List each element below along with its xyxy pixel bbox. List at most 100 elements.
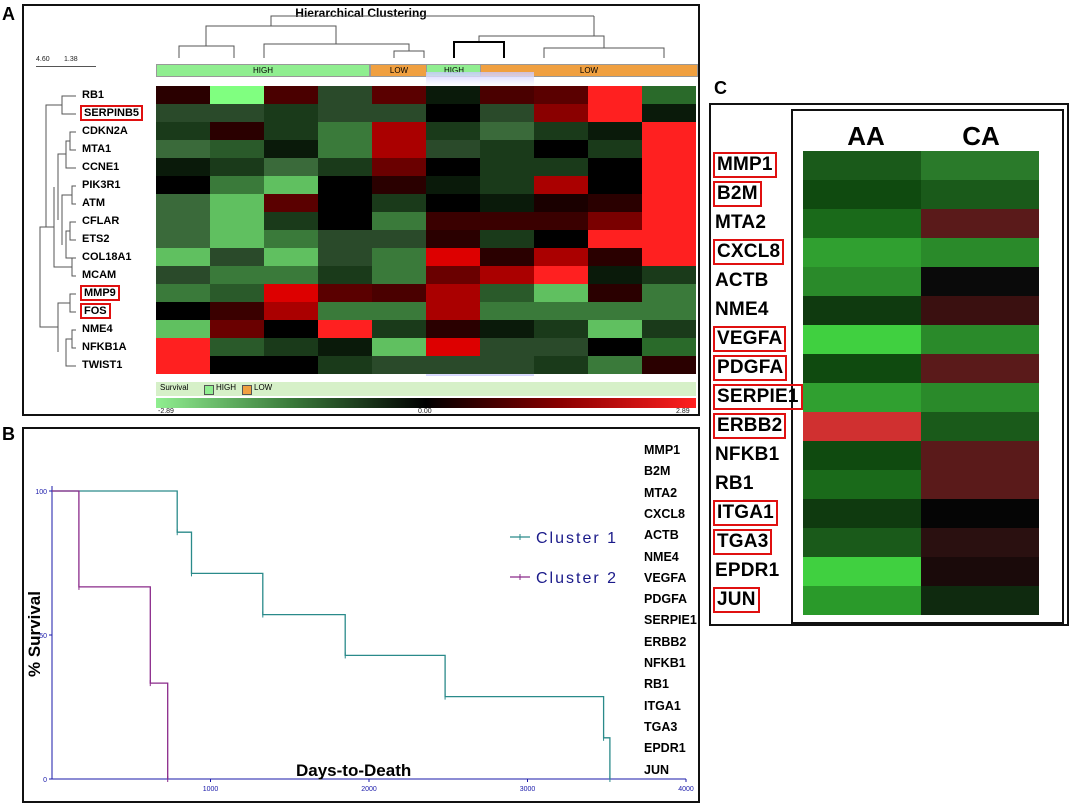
heatmap-cell [480, 320, 534, 338]
gene-label: CCNE1 [82, 161, 120, 173]
heatmap-cell [480, 104, 534, 122]
heatmap-cell [264, 320, 318, 338]
heatmap-cell [264, 140, 318, 158]
heatmap-cell [156, 86, 210, 104]
heatmap-c-cell [803, 441, 921, 470]
gene-label-c: VEGFA [712, 326, 787, 352]
heatmap-cell [318, 284, 372, 302]
heatmap-cell [264, 230, 318, 248]
heatmap-c-cell [921, 470, 1039, 499]
heatmap-c-cell [921, 267, 1039, 296]
gene-list-item: PDGFA [644, 592, 688, 607]
heatmap-cell [156, 356, 210, 374]
panel-label-c: C [714, 78, 727, 98]
y-tick-label: 100 [35, 489, 47, 496]
heatmap-cell [156, 302, 210, 320]
heatmap-cell [534, 212, 588, 230]
gene-label: MCAM [82, 269, 117, 281]
gene-label: RB1 [82, 89, 105, 101]
heatmap-cell [534, 284, 588, 302]
heatmap-cell [426, 158, 480, 176]
heatmap-cell [426, 104, 480, 122]
heatmap-cell [534, 356, 588, 374]
heatmap-cell [534, 176, 588, 194]
heatmap-cell [264, 86, 318, 104]
gene-list-item: ACTB [644, 528, 679, 543]
heatmap-cell [480, 122, 534, 140]
heatmap-cell [210, 176, 264, 194]
heatmap-cell [156, 194, 210, 212]
gene-label: NME4 [82, 323, 113, 335]
column-group-3: LOW [480, 64, 698, 77]
heatmap-cell [318, 320, 372, 338]
heatmap-c-cell [921, 557, 1039, 586]
legend-low-label: LOW [254, 383, 273, 392]
colorbar-min: -2.89 [158, 408, 174, 415]
heatmap-cell [318, 338, 372, 356]
panel-label-a: A [2, 4, 15, 24]
heatmap-cell [588, 356, 642, 374]
km-chart: 100 50 0 1000 2000 3000 4000 % Survival Days-to-… [25, 486, 694, 793]
scale-label-right: 1.38 [64, 56, 78, 63]
heatmap-cell [426, 176, 480, 194]
heatmap-cell [264, 176, 318, 194]
heatmap-c-cell [921, 441, 1039, 470]
selection-highlight-top [426, 72, 534, 86]
heatmap-cell [264, 194, 318, 212]
gene-label-c: MTA2 [715, 212, 767, 233]
heatmap-cell [426, 86, 480, 104]
heatmap-cell [210, 356, 264, 374]
gene-label-c: SERPIE1 [713, 384, 803, 410]
heatmap-cell [318, 248, 372, 266]
gene-list-item: TGA3 [644, 719, 678, 734]
gene-label-c: RB1 [715, 473, 754, 494]
heatmap-cell [480, 212, 534, 230]
heatmap-cell [318, 140, 372, 158]
heatmap-cell [264, 356, 318, 374]
gene-label-c: JUN [713, 587, 760, 613]
heatmap-cell [156, 176, 210, 194]
gene-label: CDKN2A [82, 125, 128, 137]
heatmap-c-cell [803, 383, 921, 412]
heatmap-c-cell [803, 586, 921, 615]
gene-label: FOS [80, 303, 111, 319]
heatmap-cell [534, 194, 588, 212]
heatmap-cell [372, 86, 426, 104]
heatmap-c-cell [921, 412, 1039, 441]
gene-list-item: CXCL8 [644, 506, 685, 521]
heatmap-c-cell [921, 586, 1039, 615]
heatmap-cell [264, 302, 318, 320]
gene-label-c: EPDR1 [715, 560, 780, 581]
heatmap-cell [210, 104, 264, 122]
heatmap-cell [210, 158, 264, 176]
heatmap-cell [642, 122, 696, 140]
heatmap-cell [480, 86, 534, 104]
heatmap-cell [372, 158, 426, 176]
heatmap-c-cell [921, 354, 1039, 383]
gene-label-c: NME4 [715, 299, 769, 320]
gene-list-item: MMP1 [644, 443, 681, 457]
gene-label-c: ERBB2 [712, 413, 787, 439]
x-tick-label: 3000 [520, 786, 536, 793]
legend-high-swatch [204, 385, 214, 395]
gene-label: PIK3R1 [82, 179, 121, 191]
series-line-2 [52, 490, 169, 779]
heatmap-cell [426, 122, 480, 140]
x-tick-label: 2000 [361, 786, 377, 793]
row-dendrogram [32, 90, 92, 385]
heatmap-cell [588, 338, 642, 356]
gene-label: NFKB1A [82, 341, 127, 353]
heatmap-cell [534, 338, 588, 356]
legend-label-1: Cluster 1 [536, 530, 618, 547]
heatmap-cell [210, 122, 264, 140]
gene-label: ETS2 [82, 233, 110, 245]
heatmap-c-cell [921, 325, 1039, 354]
heatmap-cell [588, 122, 642, 140]
heatmap-cell [318, 194, 372, 212]
gene-label-c: MMP1 [713, 152, 777, 178]
heatmap-cell [372, 194, 426, 212]
gene-label: MMP9 [80, 285, 120, 301]
heatmap-c-cell [803, 267, 921, 296]
heatmap-cell [642, 212, 696, 230]
heatmap-cell [480, 194, 534, 212]
